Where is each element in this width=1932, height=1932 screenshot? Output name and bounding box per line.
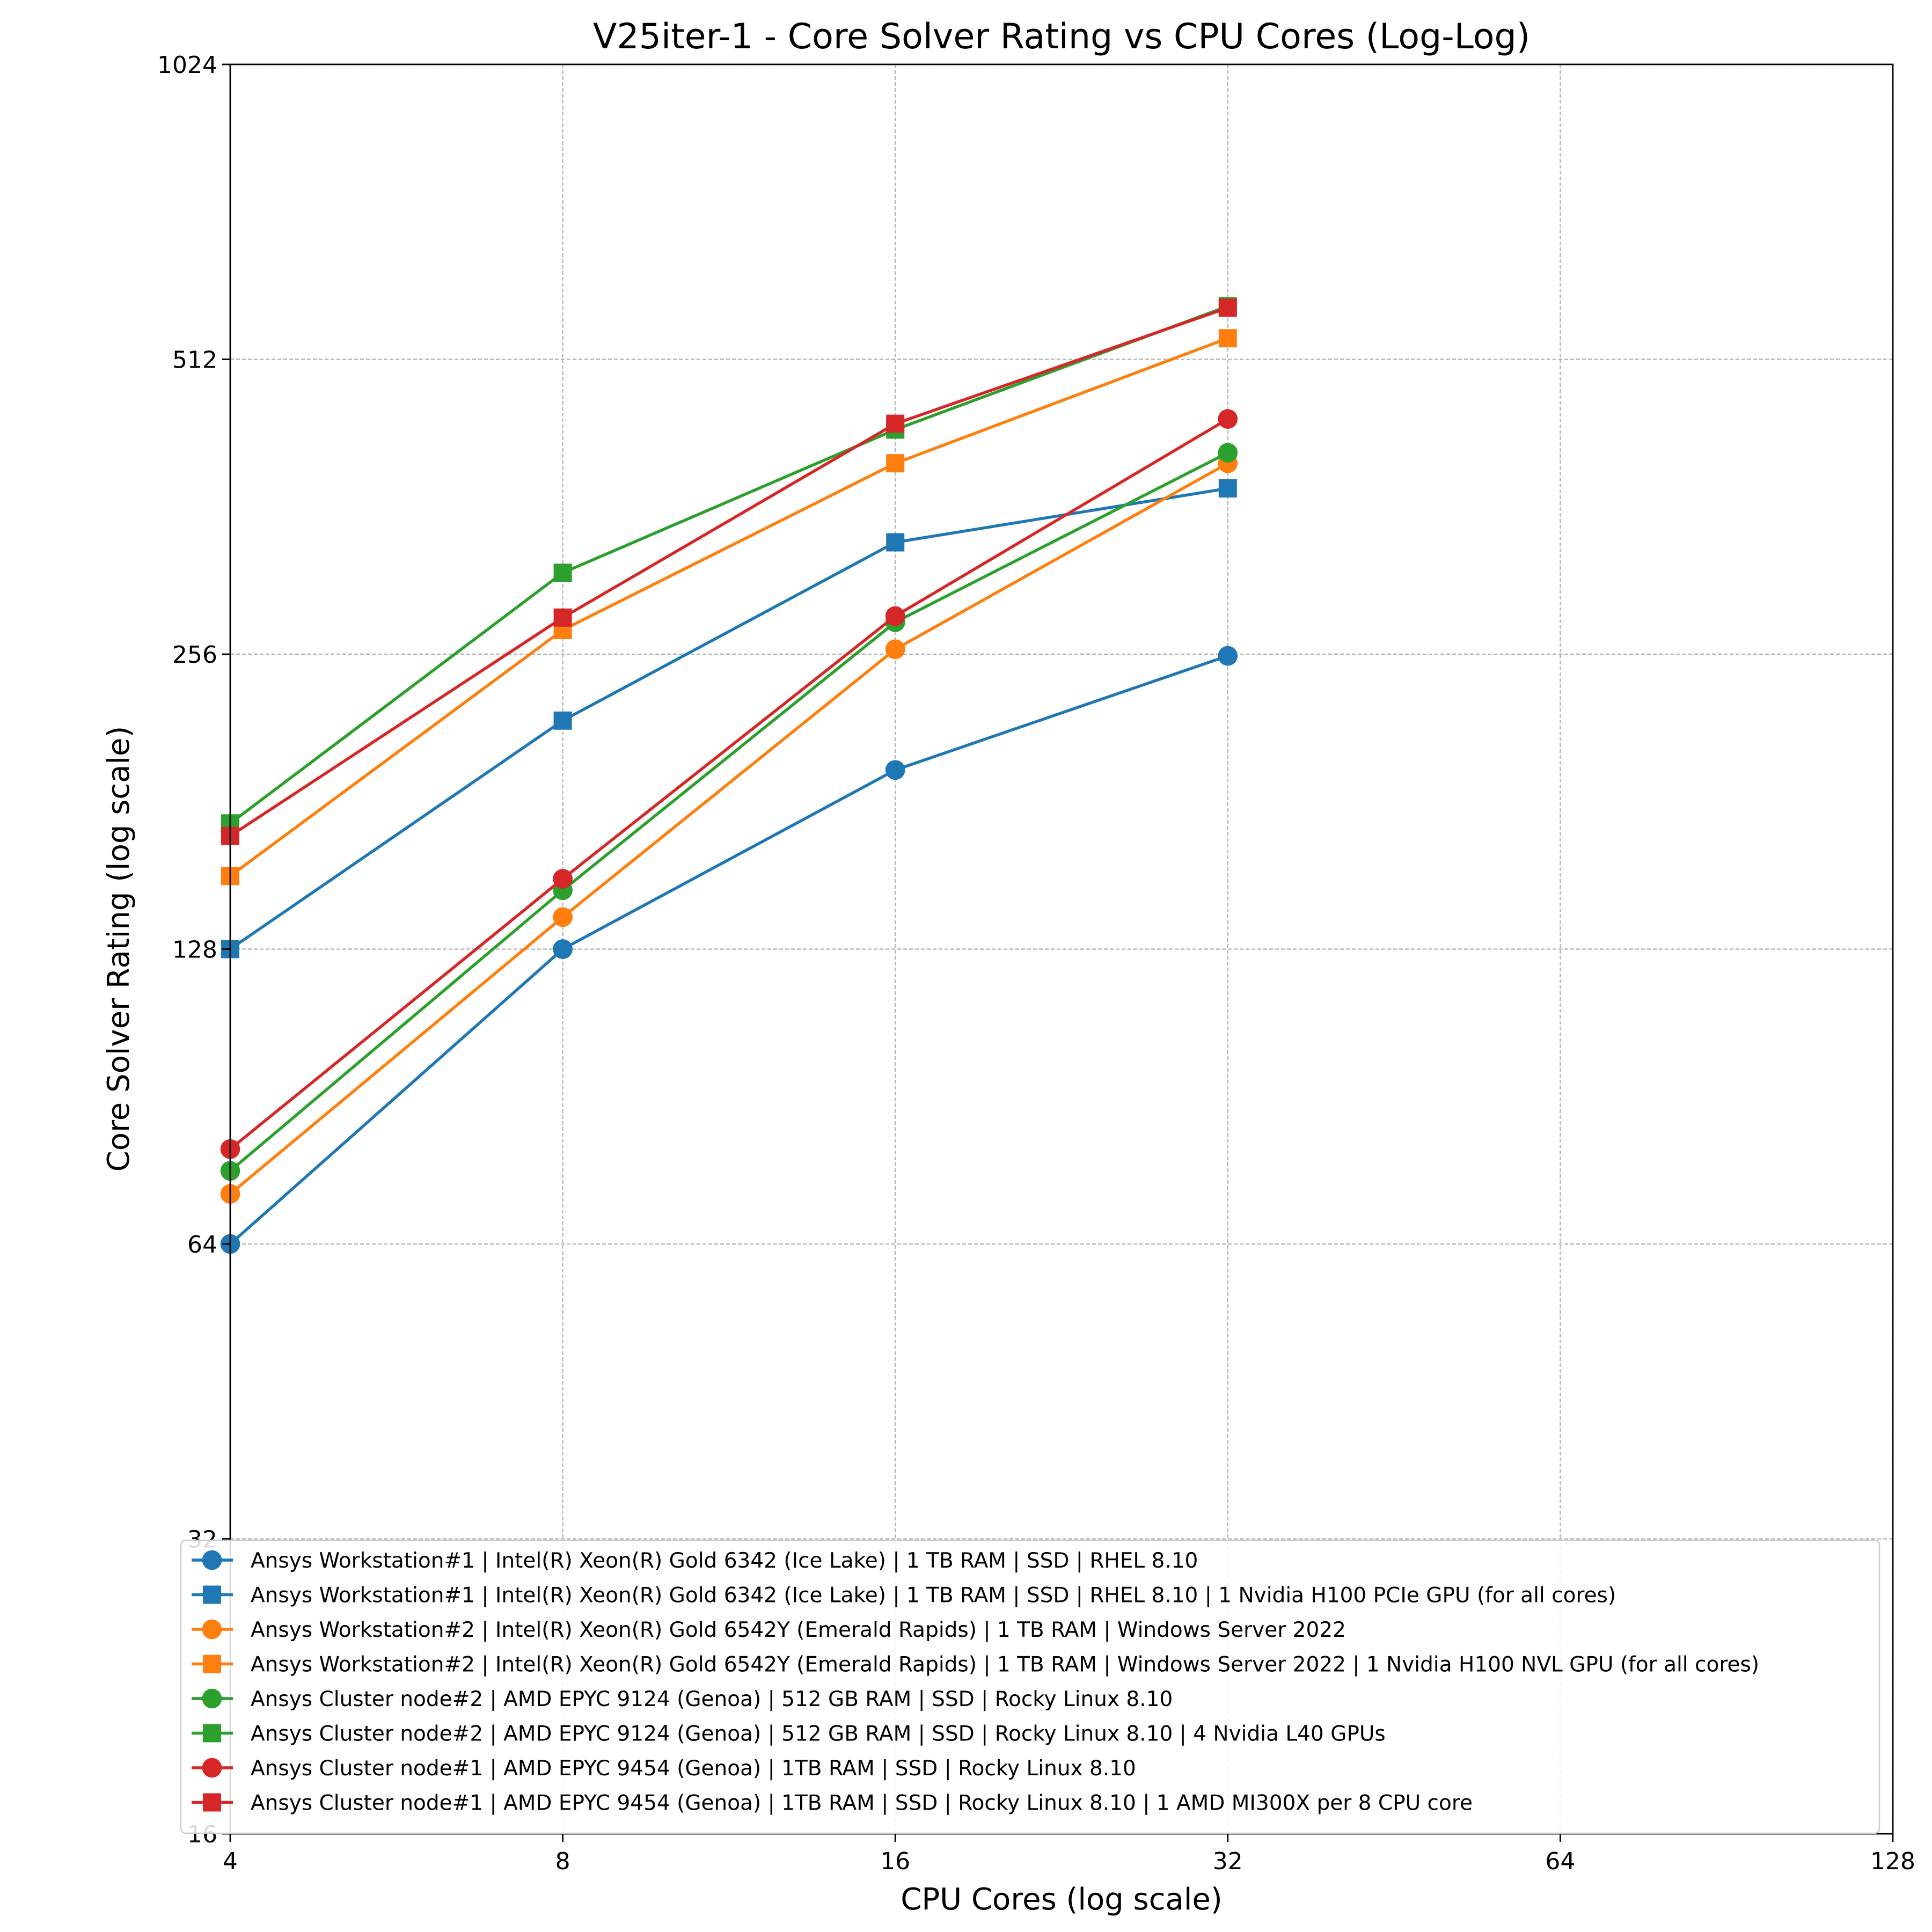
legend-label: Ansys Cluster node#2 | AMD EPYC 9124 (Ge…	[251, 1687, 1173, 1711]
x-tick-label: 32	[1213, 1848, 1243, 1875]
legend-marker	[202, 1619, 222, 1640]
legend-marker	[203, 1793, 221, 1812]
chart-title: V25iter-1 - Core Solver Rating vs CPU Co…	[593, 17, 1530, 57]
legend: Ansys Workstation#1 | Intel(R) Xeon(R) G…	[180, 1539, 1880, 1834]
y-tick-label: 1024	[157, 52, 217, 79]
y-tick-label: 64	[187, 1231, 217, 1258]
data-point	[553, 608, 572, 627]
series-line	[229, 306, 1228, 837]
data-point	[1218, 298, 1237, 317]
data-point	[1218, 646, 1238, 666]
x-tick-label: 8	[555, 1848, 570, 1875]
x-tick-label: 4	[223, 1848, 238, 1875]
series-line	[229, 336, 1228, 877]
data-point	[886, 533, 905, 552]
x-tick-label: 128	[1870, 1848, 1915, 1875]
data-point	[1218, 409, 1238, 429]
series-8	[221, 298, 1237, 845]
data-point	[886, 454, 905, 473]
legend-item: Ansys Workstation#1 | Intel(R) Xeon(R) G…	[192, 1584, 1616, 1608]
legend-marker	[203, 1724, 221, 1743]
series-1	[220, 646, 1238, 1254]
legend-label: Ansys Workstation#1 | Intel(R) Xeon(R) G…	[251, 1584, 1616, 1608]
y-axis-ticks: 1632641282565121024	[157, 52, 230, 1848]
legend-label: Ansys Cluster node#2 | AMD EPYC 9124 (Ge…	[251, 1722, 1386, 1746]
y-tick-label: 256	[172, 641, 217, 669]
data-point	[885, 760, 905, 780]
series-line	[229, 487, 1228, 950]
y-tick-label: 512	[172, 347, 217, 374]
legend-item: Ansys Workstation#2 | Intel(R) Xeon(R) G…	[192, 1653, 1759, 1677]
series-line	[229, 305, 1228, 825]
legend-item: Ansys Cluster node#2 | AMD EPYC 9124 (Ge…	[192, 1722, 1386, 1746]
x-tick-label: 64	[1545, 1848, 1575, 1875]
x-axis-ticks: 4 8 16 32 64 128	[223, 1834, 1915, 1875]
series-line	[229, 462, 1229, 1195]
legend-label: Ansys Workstation#2 | Intel(R) Xeon(R) G…	[251, 1618, 1346, 1642]
data-point	[885, 639, 905, 660]
legend-marker	[203, 1655, 221, 1673]
series-line	[229, 418, 1229, 1151]
series-7	[220, 409, 1238, 1159]
legend-box	[180, 1539, 1880, 1834]
data-point	[553, 869, 573, 889]
series-layer	[220, 297, 1238, 1254]
y-axis-label: Core Solver Rating (log scale)	[101, 726, 136, 1172]
legend-label: Ansys Cluster node#1 | AMD EPYC 9454 (Ge…	[251, 1791, 1473, 1816]
legend-marker	[202, 1688, 222, 1709]
x-tick-label: 16	[880, 1848, 910, 1875]
legend-item: Ansys Workstation#1 | Intel(R) Xeon(R) G…	[192, 1549, 1198, 1573]
legend-marker	[203, 1585, 221, 1604]
data-point	[886, 414, 905, 433]
legend-item: Ansys Cluster node#1 | AMD EPYC 9454 (Ge…	[192, 1791, 1473, 1816]
legend-item: Ansys Cluster node#1 | AMD EPYC 9454 (Ge…	[192, 1757, 1136, 1781]
data-point	[1218, 443, 1238, 463]
legend-label: Ansys Workstation#2 | Intel(R) Xeon(R) G…	[251, 1653, 1759, 1677]
x-axis-label: CPU Cores (log scale)	[901, 1882, 1222, 1917]
legend-marker	[202, 1758, 222, 1778]
series-line	[229, 654, 1228, 1246]
legend-item: Ansys Cluster node#2 | AMD EPYC 9124 (Ge…	[192, 1687, 1173, 1711]
data-point	[553, 564, 572, 582]
series-line	[229, 451, 1229, 1172]
legend-item: Ansys Workstation#2 | Intel(R) Xeon(R) G…	[192, 1618, 1346, 1642]
data-point	[553, 711, 572, 730]
data-point	[1218, 329, 1237, 348]
data-point	[553, 939, 573, 959]
data-point	[553, 907, 573, 927]
data-point	[885, 606, 905, 626]
legend-label: Ansys Cluster node#1 | AMD EPYC 9454 (Ge…	[251, 1757, 1136, 1781]
data-point	[1218, 479, 1237, 498]
y-tick-label: 128	[172, 936, 217, 964]
legend-marker	[202, 1550, 222, 1570]
legend-label: Ansys Workstation#1 | Intel(R) Xeon(R) G…	[251, 1549, 1198, 1573]
